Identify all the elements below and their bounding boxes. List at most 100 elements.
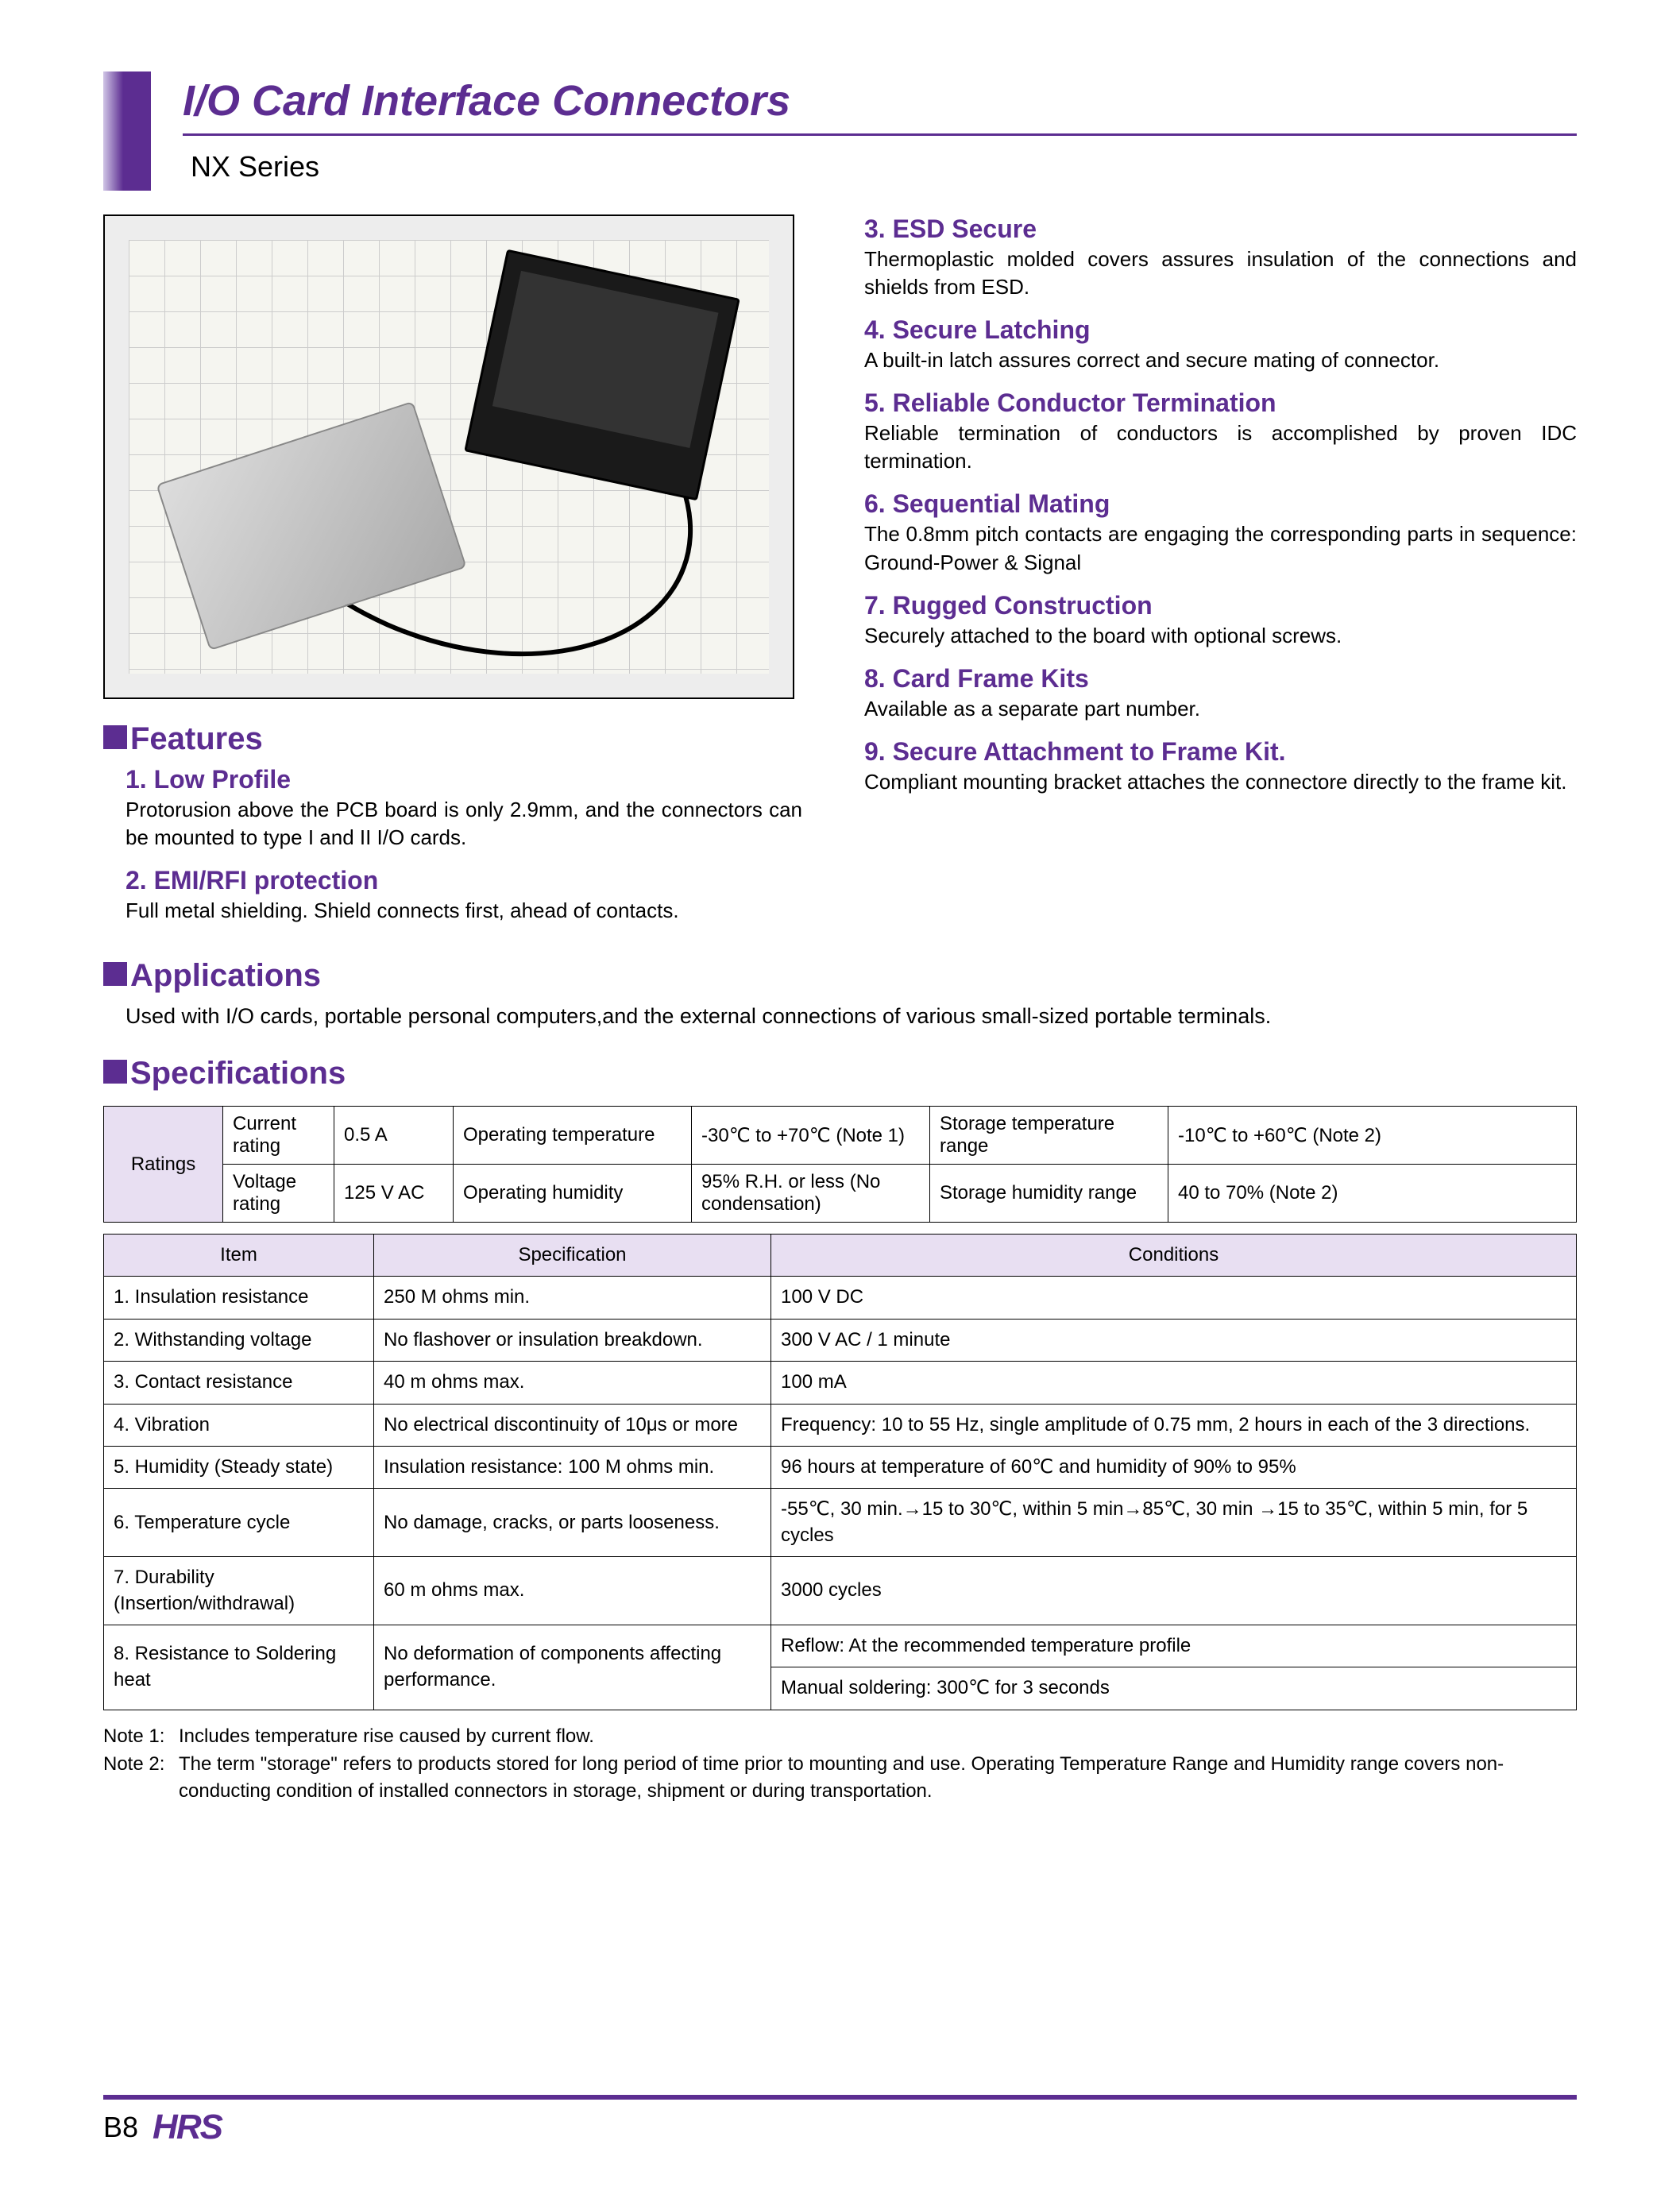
feature-desc: Protorusion above the PCB board is only …	[126, 796, 802, 852]
feature-desc: Securely attached to the board with opti…	[864, 622, 1577, 650]
feature-item-9: 9. Secure Attachment to Frame Kit. Compl…	[842, 737, 1577, 796]
applications-title-text: Applications	[130, 958, 321, 993]
note-text: Includes temperature rise caused by curr…	[179, 1723, 594, 1751]
cell: No electrical discontinuity of 10μs or m…	[374, 1404, 771, 1446]
feature-desc: Thermoplastic molded covers assures insu…	[864, 245, 1577, 301]
header-tab-decoration	[103, 71, 151, 191]
feature-desc: Reliable termination of conductors is ac…	[864, 419, 1577, 475]
note-1: Note 1: Includes temperature rise caused…	[103, 1723, 1577, 1751]
header-title-area: I/O Card Interface Connectors NX Series	[183, 71, 1577, 184]
left-column: Features 1. Low Profile Protorusion abov…	[103, 214, 802, 939]
cell-label: Storage humidity range	[930, 1165, 1168, 1223]
page-header: I/O Card Interface Connectors NX Series	[103, 71, 1577, 191]
cell-value: 40 to 70% (Note 2)	[1168, 1165, 1577, 1223]
feature-item-7: 7. Rugged Construction Securely attached…	[842, 591, 1577, 650]
page-number: B8	[103, 2111, 138, 2144]
cell: No deformation of components affecting p…	[374, 1625, 771, 1710]
table-row: 5. Humidity (Steady state) Insulation re…	[104, 1447, 1577, 1489]
table-row: 1. Insulation resistance 250 M ohms min.…	[104, 1277, 1577, 1319]
cell: -55℃, 30 min.→15 to 30℃, within 5 min→85…	[771, 1489, 1577, 1557]
cell-label: Operating temperature	[454, 1107, 692, 1165]
cell: Frequency: 10 to 55 Hz, single amplitude…	[771, 1404, 1577, 1446]
cell: No flashover or insulation breakdown.	[374, 1319, 771, 1361]
cell: 5. Humidity (Steady state)	[104, 1447, 374, 1489]
cell: 300 V AC / 1 minute	[771, 1319, 1577, 1361]
ratings-table: Ratings Current rating 0.5 A Operating t…	[103, 1106, 1577, 1223]
note-text: The term "storage" refers to products st…	[179, 1751, 1577, 1806]
cell: 8. Resistance to Soldering heat	[104, 1625, 374, 1710]
product-photo	[103, 214, 794, 699]
cell-label: Operating humidity	[454, 1165, 692, 1223]
specifications-title-text: Specifications	[130, 1056, 346, 1091]
page-footer: B8 HRS	[103, 2095, 1577, 2147]
table-row: 2. Withstanding voltage No flashover or …	[104, 1319, 1577, 1361]
feature-item-3: 3. ESD Secure Thermoplastic molded cover…	[842, 214, 1577, 301]
page-subtitle: NX Series	[183, 150, 1577, 184]
feature-heading: 7. Rugged Construction	[864, 591, 1577, 620]
square-bullet-icon	[103, 962, 127, 986]
col-header: Specification	[374, 1235, 771, 1277]
feature-desc: Available as a separate part number.	[864, 695, 1577, 723]
cell-value: 0.5 A	[334, 1107, 454, 1165]
feature-item-5: 5. Reliable Conductor Termination Reliab…	[842, 388, 1577, 475]
cell-value: -30℃ to +70℃ (Note 1)	[692, 1107, 930, 1165]
specifications-section: Specifications Ratings Current rating 0.…	[103, 1056, 1577, 1806]
feature-item-2: 2. EMI/RFI protection Full metal shieldi…	[103, 866, 802, 925]
cell: 60 m ohms max.	[374, 1557, 771, 1625]
table-row: 3. Contact resistance 40 m ohms max. 100…	[104, 1362, 1577, 1404]
ratings-label: Ratings	[104, 1107, 223, 1223]
features-title-text: Features	[130, 721, 263, 756]
notes-block: Note 1: Includes temperature rise caused…	[103, 1723, 1577, 1806]
feature-desc: The 0.8mm pitch contacts are engaging th…	[864, 520, 1577, 576]
table-row: 8. Resistance to Soldering heat No defor…	[104, 1625, 1577, 1667]
right-column: 3. ESD Secure Thermoplastic molded cover…	[842, 214, 1577, 939]
specifications-section-title: Specifications	[103, 1056, 1577, 1092]
feature-heading: 2. EMI/RFI protection	[126, 866, 802, 895]
square-bullet-icon	[103, 1060, 127, 1084]
table-header-row: Item Specification Conditions	[104, 1235, 1577, 1277]
cell-label: Voltage rating	[223, 1165, 334, 1223]
cell: No damage, cracks, or parts looseness.	[374, 1489, 771, 1557]
feature-desc: Full metal shielding. Shield connects fi…	[126, 897, 802, 925]
cell: 96 hours at temperature of 60℃ and humid…	[771, 1447, 1577, 1489]
cell: 4. Vibration	[104, 1404, 374, 1446]
cell: 40 m ohms max.	[374, 1362, 771, 1404]
cell: Insulation resistance: 100 M ohms min.	[374, 1447, 771, 1489]
cell-label: Current rating	[223, 1107, 334, 1165]
feature-item-8: 8. Card Frame Kits Available as a separa…	[842, 664, 1577, 723]
feature-desc: A built-in latch assures correct and sec…	[864, 346, 1577, 374]
square-bullet-icon	[103, 725, 127, 749]
table-row: Voltage rating 125 V AC Operating humidi…	[104, 1165, 1577, 1223]
applications-section-title: Applications	[103, 958, 1577, 994]
cell: 2. Withstanding voltage	[104, 1319, 374, 1361]
table-row: 7. Durability (Insertion/withdrawal) 60 …	[104, 1557, 1577, 1625]
specifications-table: Item Specification Conditions 1. Insulat…	[103, 1234, 1577, 1710]
cell: Reflow: At the recommended temperature p…	[771, 1625, 1577, 1667]
cell: 7. Durability (Insertion/withdrawal)	[104, 1557, 374, 1625]
note-2: Note 2: The term "storage" refers to pro…	[103, 1751, 1577, 1806]
feature-heading: 5. Reliable Conductor Termination	[864, 388, 1577, 418]
page-title: I/O Card Interface Connectors	[183, 71, 1577, 133]
note-label: Note 2:	[103, 1751, 179, 1806]
cell: 3. Contact resistance	[104, 1362, 374, 1404]
col-header: Conditions	[771, 1235, 1577, 1277]
feature-heading: 8. Card Frame Kits	[864, 664, 1577, 694]
title-underline	[183, 133, 1577, 136]
cell: 100 V DC	[771, 1277, 1577, 1319]
feature-desc: Compliant mounting bracket attaches the …	[864, 768, 1577, 796]
cell-value: 125 V AC	[334, 1165, 454, 1223]
feature-heading: 1. Low Profile	[126, 765, 802, 794]
cell: 1. Insulation resistance	[104, 1277, 374, 1319]
table-row: Ratings Current rating 0.5 A Operating t…	[104, 1107, 1577, 1165]
col-header: Item	[104, 1235, 374, 1277]
feature-heading: 3. ESD Secure	[864, 214, 1577, 244]
feature-item-1: 1. Low Profile Protorusion above the PCB…	[103, 765, 802, 852]
cell-value: -10℃ to +60℃ (Note 2)	[1168, 1107, 1577, 1165]
cell-label: Storage temperature range	[930, 1107, 1168, 1165]
table-row: 6. Temperature cycle No damage, cracks, …	[104, 1489, 1577, 1557]
table-row: 4. Vibration No electrical discontinuity…	[104, 1404, 1577, 1446]
cell: 100 mA	[771, 1362, 1577, 1404]
brand-logo: HRS	[153, 2108, 222, 2147]
applications-section: Applications Used with I/O cards, portab…	[103, 958, 1577, 1032]
applications-text: Used with I/O cards, portable personal c…	[103, 1002, 1577, 1032]
